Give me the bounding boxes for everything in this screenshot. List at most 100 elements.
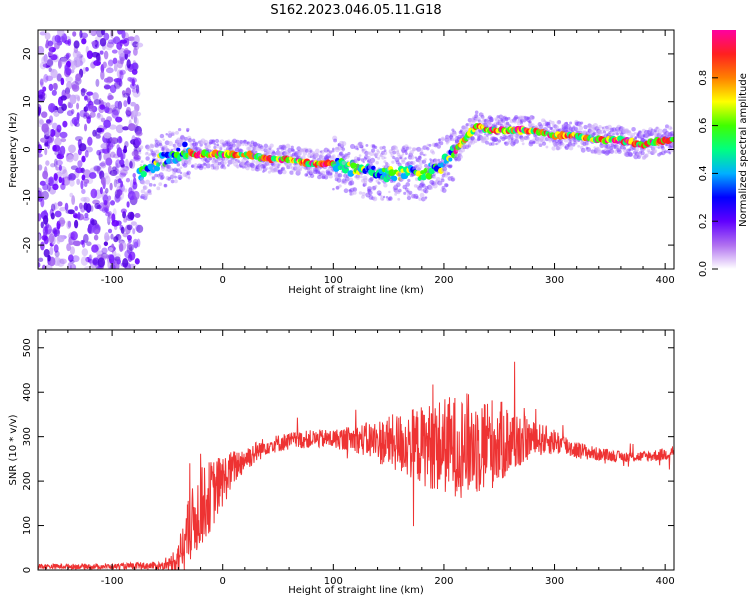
noise-blob <box>95 134 101 139</box>
chart-title: S162.2023.046.05.11.G18 <box>270 3 441 18</box>
noise-blob <box>48 176 54 187</box>
noise-blob <box>109 84 117 94</box>
spectral-halo-point <box>644 153 649 158</box>
spectral-halo-point <box>399 156 403 160</box>
spectral-halo-point <box>347 154 350 158</box>
noise-blob <box>127 211 135 220</box>
spectral-halo-point <box>650 128 654 132</box>
spectral-ridge-point <box>182 141 188 148</box>
spectral-halo-point <box>408 146 412 150</box>
spectral-halo-point <box>393 145 398 151</box>
spectrogram-marks <box>38 30 674 269</box>
noise-blob <box>93 234 99 241</box>
noise-blob <box>109 151 116 158</box>
noise-blob <box>120 166 128 174</box>
noise-blob <box>127 253 133 263</box>
noise-blob <box>50 54 58 61</box>
spectral-halo-point <box>142 185 147 190</box>
spectrogram-y-tick-label: 20 <box>22 48 33 61</box>
noise-blob <box>42 226 49 236</box>
noise-blob <box>60 183 66 191</box>
spectral-halo-point <box>545 145 549 149</box>
noise-blob <box>42 183 49 191</box>
spectral-halo-point <box>254 150 258 154</box>
spectrogram-x-tick-label: 0 <box>220 275 226 286</box>
noise-blob <box>123 218 128 223</box>
noise-blob <box>81 239 86 248</box>
noise-blob <box>81 188 86 195</box>
noise-blob <box>116 60 124 69</box>
spectral-halo-point <box>406 195 412 201</box>
spectrogram-x-axis-title: Height of straight line (km) <box>288 285 424 296</box>
spectral-halo-point <box>177 127 182 132</box>
noise-blob <box>96 250 104 256</box>
noise-blob <box>81 38 87 45</box>
spectral-halo-point <box>494 138 499 142</box>
spectral-halo-point <box>285 143 291 149</box>
noise-blob <box>76 51 82 59</box>
noise-blob <box>90 30 97 37</box>
noise-blob <box>129 160 133 169</box>
spectral-halo-point <box>563 137 569 143</box>
noise-blob <box>52 183 59 191</box>
noise-blob <box>38 164 43 171</box>
noise-blob <box>58 164 62 171</box>
noise-blob <box>120 226 125 234</box>
spectral-halo-point <box>550 126 554 130</box>
spectral-halo-point <box>432 175 437 179</box>
noise-blob <box>103 119 111 129</box>
noise-blob <box>136 238 141 248</box>
noise-blob <box>71 116 80 125</box>
noise-blob <box>65 209 73 214</box>
spectral-halo-point <box>631 126 636 132</box>
colorbar-title: Normalized spectral amplitude <box>738 73 749 227</box>
spectral-halo-point <box>419 192 425 198</box>
spectral-halo-point <box>409 154 415 160</box>
spectral-halo-point <box>526 136 530 141</box>
noise-blob <box>61 177 65 186</box>
noise-blob <box>57 234 65 243</box>
spectral-halo-point <box>567 142 573 147</box>
noise-blob <box>53 244 59 253</box>
noise-blob <box>136 42 144 48</box>
spectral-halo-point <box>526 116 530 120</box>
spectral-halo-point <box>623 151 629 157</box>
spectral-halo-point <box>382 150 388 156</box>
spectral-halo-point <box>448 134 454 140</box>
spectral-halo-point <box>199 163 204 169</box>
noise-blob <box>119 183 125 193</box>
spectral-halo-point <box>580 147 586 153</box>
spectral-halo-point <box>277 169 283 175</box>
spectral-halo-point <box>282 169 287 175</box>
spectral-ridge-point <box>391 175 398 182</box>
noise-blob <box>132 47 138 56</box>
spectral-halo-point <box>397 197 401 201</box>
noise-blob <box>38 191 44 198</box>
noise-blob <box>60 137 67 143</box>
noise-blob <box>116 69 123 78</box>
noise-blob <box>96 127 103 133</box>
spectral-halo-point <box>398 188 402 193</box>
spectral-halo-point <box>344 176 350 182</box>
noise-blob <box>42 55 46 62</box>
noise-blob <box>84 265 91 269</box>
colorbar-tick-label: 0.8 <box>698 70 709 86</box>
spectral-halo-point <box>488 116 494 122</box>
spectral-halo-point <box>594 150 598 155</box>
spectral-halo-point <box>474 110 479 115</box>
snr-ticks: -100 0 100 200 300 400 0 100 200 300 400 500 <box>22 330 675 587</box>
spectral-halo-point <box>363 181 368 185</box>
spectral-halo-point <box>424 196 428 199</box>
noise-blob <box>113 179 118 188</box>
spectral-halo-point <box>628 152 634 157</box>
noise-blob <box>72 31 77 37</box>
noise-blob <box>48 43 53 52</box>
noise-blob <box>94 202 101 210</box>
spectral-halo-point <box>349 143 356 149</box>
spectral-halo-point <box>507 116 511 120</box>
spectral-halo-point <box>175 168 181 174</box>
spectral-halo-point <box>375 152 379 157</box>
spectral-halo-point <box>569 121 573 125</box>
noise-blob <box>101 206 109 214</box>
